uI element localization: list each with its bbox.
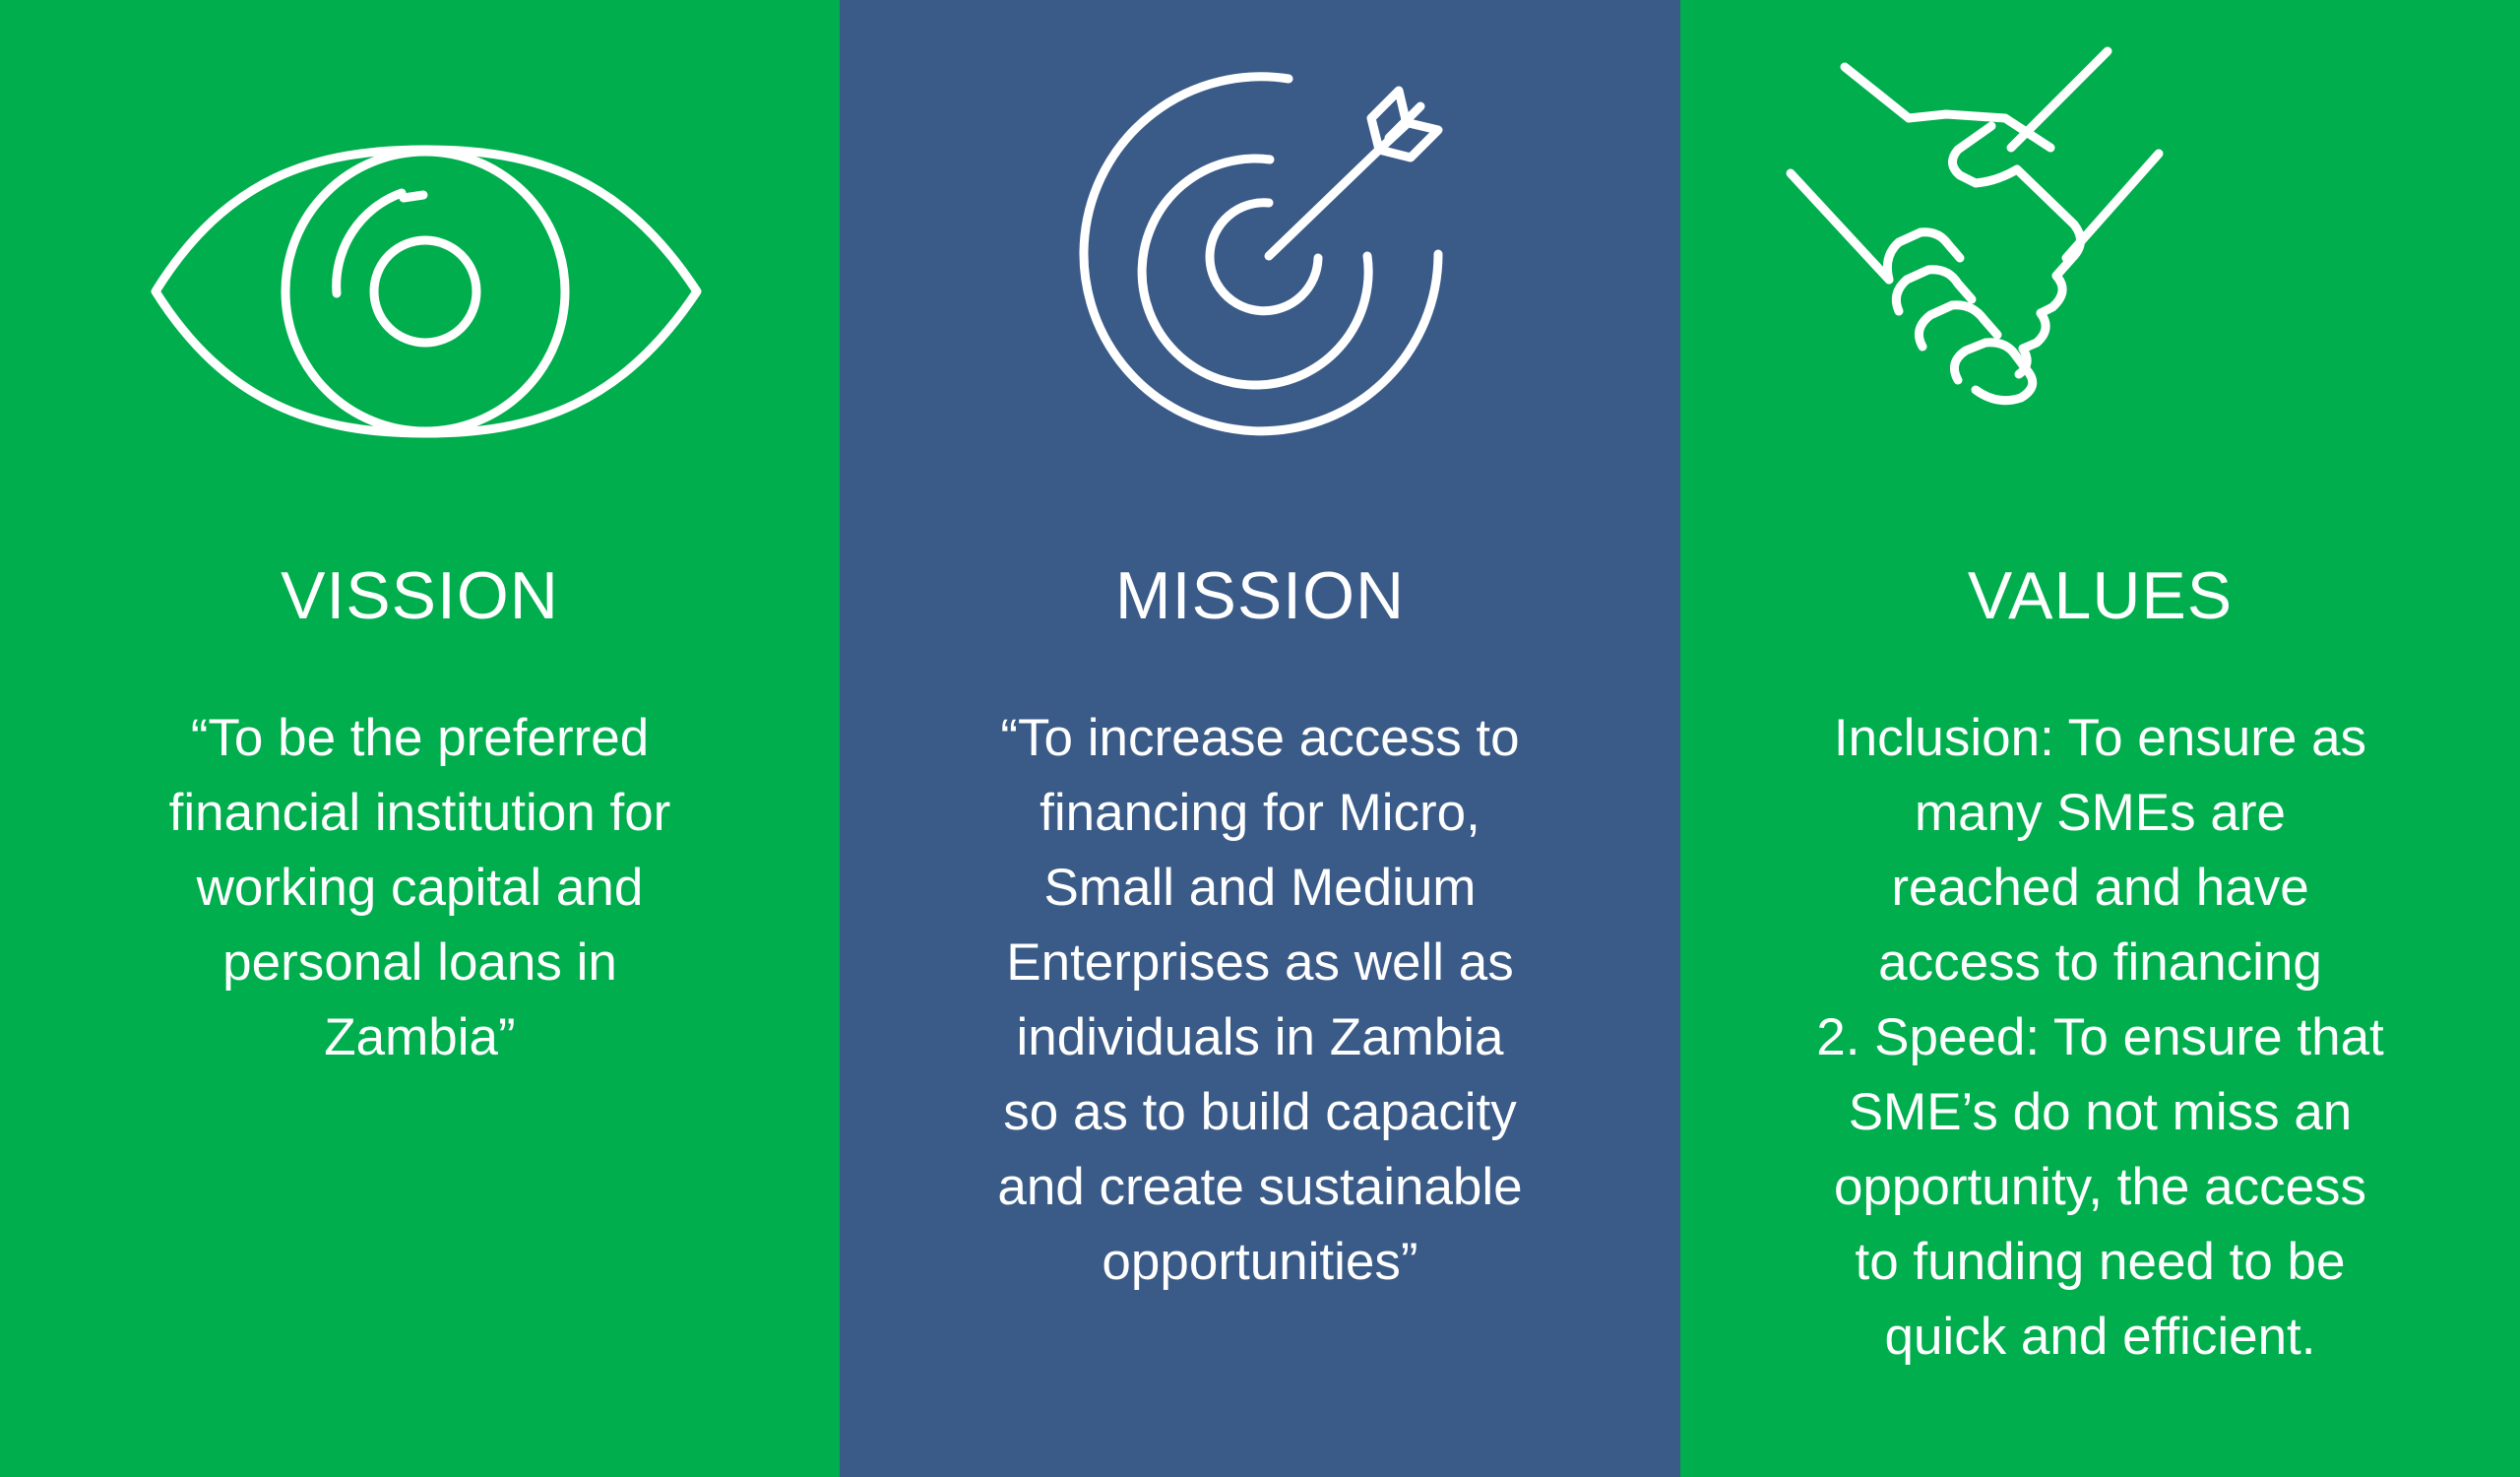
mission-title: MISSION [1114,558,1406,633]
vision-text: “To be the preferred financial instituti… [168,709,671,1066]
values-title: VALUES [1967,558,2234,633]
handshake-icon [1680,0,2520,512]
mission-text: “To increase access to financing for Mic… [997,709,1523,1291]
values-panel: VALUES Inclusion: To ensure as many SMEs… [1680,0,2520,1477]
target-arrow-icon [840,0,1680,512]
values-text: Inclusion: To ensure as many SMEs are re… [1816,709,2384,1366]
mission-panel: MISSION “To increase access to financing… [840,0,1680,1477]
eye-icon [0,0,840,512]
vision-title: VISSION [281,558,559,633]
vision-panel: VISSION “To be the preferred financial i… [0,0,840,1477]
